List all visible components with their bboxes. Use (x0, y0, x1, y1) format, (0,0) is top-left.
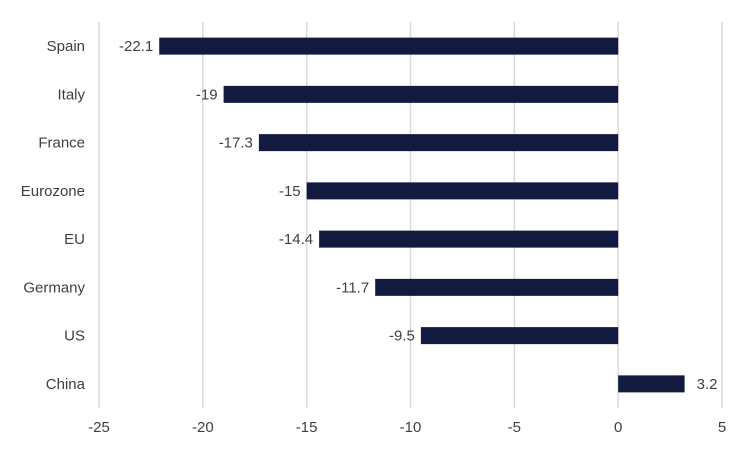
bar (319, 230, 619, 248)
x-tick-label: -10 (400, 419, 422, 436)
category-label: US (64, 328, 85, 345)
x-tick-label: 0 (614, 419, 622, 436)
bar (420, 327, 619, 345)
category-label: Eurozone (21, 183, 85, 200)
x-tick-label: -20 (192, 419, 214, 436)
x-tick-label: -25 (88, 419, 110, 436)
bar (306, 182, 619, 200)
bar (159, 37, 619, 55)
x-axis-ticks: -25 -20 -15 -10 -5 0 5 (88, 419, 726, 436)
category-label: China (46, 376, 86, 393)
bar (223, 85, 619, 103)
bar (375, 278, 619, 296)
bar (258, 134, 619, 152)
data-label: -19 (196, 86, 218, 103)
data-label: -22.1 (119, 38, 153, 55)
data-label: -17.3 (219, 135, 253, 152)
data-label: -14.4 (279, 231, 313, 248)
x-tick-label: 5 (718, 419, 726, 436)
grid-lines (98, 22, 723, 408)
bars (159, 37, 685, 393)
data-labels: -22.1 -19 -17.3 -15 -14.4 -11.7 -9.5 3.2 (119, 38, 717, 393)
data-label: -15 (279, 183, 301, 200)
category-label: Germany (23, 279, 85, 296)
category-labels: Spain Italy France Eurozone EU Germany US China (21, 38, 86, 393)
bar (618, 375, 685, 393)
data-label: -11.7 (336, 279, 369, 296)
category-label: Spain (47, 38, 85, 55)
x-tick-label: -15 (296, 419, 318, 436)
x-tick-label: -5 (508, 419, 521, 436)
data-label: -9.5 (389, 328, 415, 345)
category-label: Italy (57, 86, 85, 103)
data-label: 3.2 (697, 376, 718, 393)
category-label: France (38, 135, 85, 152)
category-label: EU (64, 231, 85, 248)
